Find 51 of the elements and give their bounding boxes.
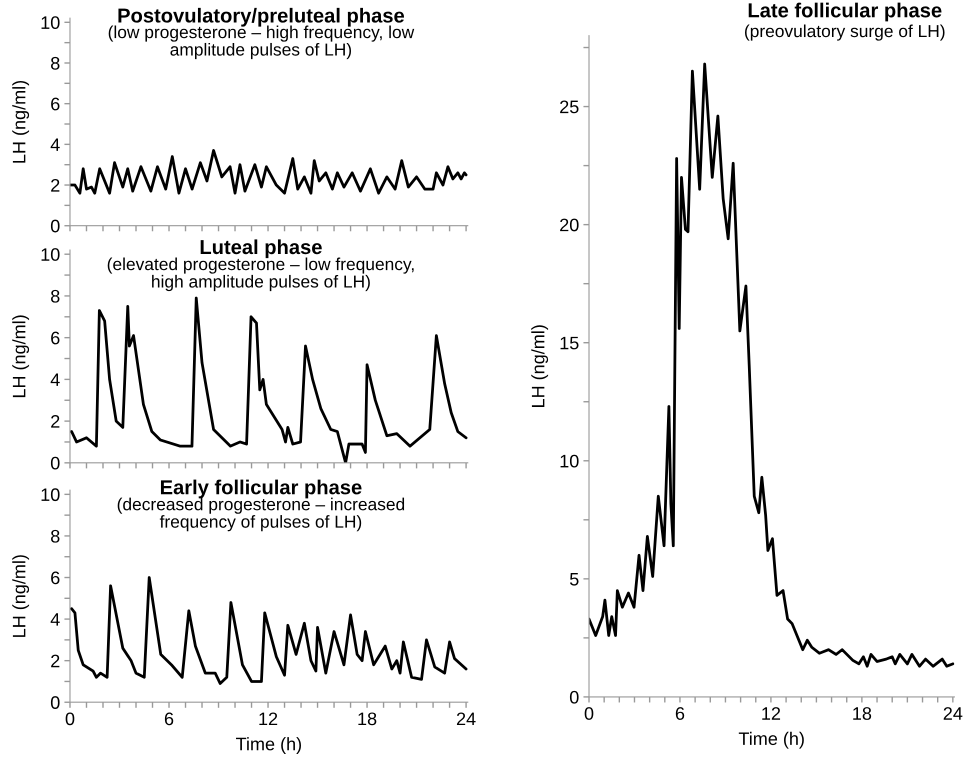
- y-tick-label: 15: [560, 336, 579, 350]
- chart-title: Late follicular phase: [748, 2, 942, 22]
- y-tick-label: 25: [560, 100, 579, 114]
- y-axis-title: LH (ng/ml): [12, 80, 30, 163]
- text: (elevated progesterone – low frequency, high amplitude pulses of LH): [108, 257, 414, 292]
- y-tick-label: 4: [50, 138, 60, 151]
- y-tick-label: 0: [50, 220, 60, 232]
- chart-subtitle: (preovulatory surge of LH): [745, 24, 945, 41]
- x-tick-label: 6: [164, 712, 174, 726]
- x-tick-label: 24: [944, 707, 962, 720]
- chart-title: Postovulatory/preluteal phase: [118, 8, 404, 27]
- y-tick-label: 5: [570, 572, 579, 586]
- y-tick-label: 2: [51, 415, 60, 428]
- y-tick-label: 4: [50, 613, 60, 626]
- y-tick-label: 10: [42, 248, 60, 261]
- y-tick-label: 0: [50, 696, 60, 709]
- x-axis-title: Time (h): [738, 732, 804, 749]
- y-tick-label: 8: [51, 290, 60, 303]
- chart-title: Luteal phase: [200, 239, 322, 258]
- y-tick-label: 10: [42, 16, 60, 30]
- line-series: [589, 62, 954, 668]
- y-axis-title: LH (ng/ml): [531, 325, 548, 407]
- line-series: [70, 149, 468, 195]
- y-tick-label: 20: [560, 218, 579, 232]
- chart-title: Early follicular phase: [160, 480, 362, 498]
- text: (decreased progesterone – increased frequency of pulses of LH): [118, 498, 404, 532]
- y-tick-label: 6: [51, 332, 60, 344]
- x-tick-label: 6: [676, 707, 684, 720]
- y-tick-label: 6: [51, 571, 60, 584]
- y-tick-label: 6: [51, 98, 60, 110]
- x-tick-label: 12: [259, 712, 278, 726]
- x-tick-label: 12: [762, 707, 780, 720]
- y-tick-label: 0: [50, 456, 60, 470]
- x-tick-label: 0: [584, 707, 594, 720]
- y-tick-label: 8: [51, 530, 60, 543]
- x-tick-label: 0: [66, 712, 74, 726]
- y-tick-label: 8: [51, 56, 60, 70]
- y-axis-title: LH (ng/ml): [12, 315, 30, 398]
- x-tick-label: 24: [456, 712, 476, 726]
- y-tick-label: 0: [570, 690, 579, 704]
- y-tick-label: 10: [560, 454, 579, 468]
- text: (low progesterone – high frequency, low amplitude pulses of LH): [108, 26, 414, 60]
- x-tick-label: 18: [358, 712, 376, 726]
- line-series: [70, 576, 468, 685]
- y-tick-label: 10: [42, 488, 60, 502]
- y-tick-label: 2: [51, 654, 60, 668]
- x-tick-label: 18: [853, 707, 872, 720]
- x-axis-title: Time (h): [236, 737, 302, 754]
- y-tick-label: 4: [50, 374, 60, 386]
- y-tick-label: 2: [51, 178, 60, 192]
- y-axis-title: LH (ng/ml): [12, 555, 30, 637]
